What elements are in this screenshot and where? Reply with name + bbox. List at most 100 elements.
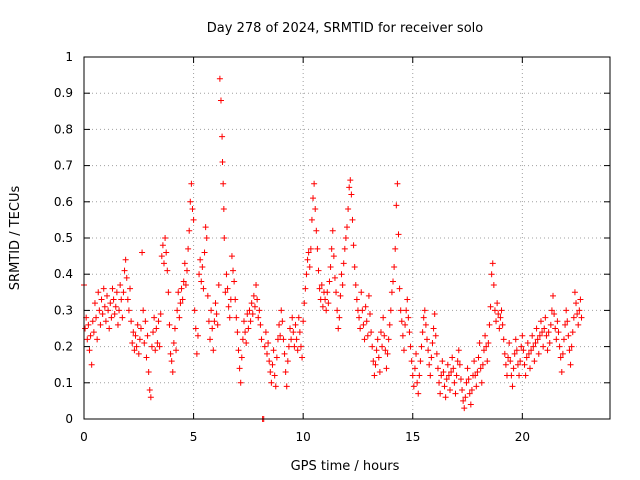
data-point xyxy=(118,296,125,303)
data-point xyxy=(456,361,463,368)
data-point xyxy=(245,325,252,332)
data-point xyxy=(185,245,192,252)
data-point xyxy=(562,321,569,328)
data-point xyxy=(331,274,338,281)
data-point xyxy=(370,358,377,365)
data-point xyxy=(340,260,347,267)
data-point xyxy=(495,311,502,318)
data-point xyxy=(547,321,554,328)
data-point xyxy=(351,263,358,270)
data-point xyxy=(127,285,134,292)
data-point xyxy=(536,332,543,339)
data-point xyxy=(302,285,309,292)
data-point xyxy=(447,387,454,394)
data-point xyxy=(281,350,288,357)
data-point xyxy=(99,311,106,318)
data-point xyxy=(220,180,227,187)
data-point xyxy=(568,343,575,350)
data-point xyxy=(167,350,174,357)
data-point xyxy=(543,332,550,339)
data-point xyxy=(489,260,496,267)
data-point xyxy=(434,365,441,372)
data-point xyxy=(433,350,440,357)
data-point xyxy=(109,285,116,292)
data-point xyxy=(112,303,119,310)
data-point xyxy=(377,329,384,336)
data-point xyxy=(267,368,274,375)
y-tick-label: 0.8 xyxy=(54,122,73,136)
data-point xyxy=(203,235,210,241)
chart-title: Day 278 of 2024, SRMTID for receiver sol… xyxy=(207,21,484,36)
data-point xyxy=(566,347,573,354)
data-point xyxy=(163,249,170,256)
data-point xyxy=(224,285,231,292)
data-point xyxy=(256,307,263,314)
data-point xyxy=(444,361,451,368)
data-point xyxy=(339,282,346,289)
data-point xyxy=(117,282,124,289)
data-point xyxy=(89,318,96,325)
data-point xyxy=(519,332,526,339)
data-point xyxy=(129,339,136,346)
data-point xyxy=(563,307,570,314)
y-tick-label: 0.2 xyxy=(54,340,73,354)
data-point xyxy=(403,307,410,314)
data-point xyxy=(437,390,444,397)
data-point xyxy=(292,321,299,328)
data-point xyxy=(338,271,345,278)
data-point xyxy=(122,256,129,263)
data-point xyxy=(261,343,268,350)
y-tick-label: 0.4 xyxy=(54,267,73,281)
data-point xyxy=(272,383,279,390)
data-point xyxy=(108,314,115,321)
data-point xyxy=(216,75,223,82)
data-point xyxy=(304,256,311,263)
data-point xyxy=(186,227,193,234)
data-point xyxy=(450,365,457,372)
data-point xyxy=(202,224,209,231)
data-point xyxy=(399,332,406,339)
data-point xyxy=(480,347,487,354)
data-point xyxy=(468,387,475,394)
data-point xyxy=(303,271,310,278)
data-point xyxy=(210,347,217,354)
data-point xyxy=(97,321,104,328)
data-point xyxy=(145,368,152,375)
data-point xyxy=(240,318,247,325)
data-point xyxy=(577,296,584,303)
data-point xyxy=(324,289,331,296)
data-point xyxy=(190,216,197,223)
data-point xyxy=(200,285,207,292)
data-point xyxy=(230,267,237,274)
data-point xyxy=(353,296,360,303)
data-point xyxy=(498,307,505,314)
data-point xyxy=(318,282,325,289)
data-point xyxy=(82,325,89,332)
data-point xyxy=(415,390,422,397)
data-point xyxy=(274,336,281,343)
data-point xyxy=(326,278,333,285)
data-point xyxy=(497,314,504,321)
data-point xyxy=(347,177,354,184)
data-point xyxy=(442,394,449,401)
data-point xyxy=(293,336,300,343)
data-point xyxy=(441,383,448,390)
data-point xyxy=(375,354,382,361)
data-point xyxy=(485,339,492,346)
data-point xyxy=(248,300,255,307)
data-point xyxy=(418,343,425,350)
data-point xyxy=(152,347,159,354)
data-point xyxy=(221,235,228,241)
data-point xyxy=(168,358,175,365)
data-point xyxy=(404,296,411,303)
data-point xyxy=(527,365,534,372)
data-point xyxy=(257,321,264,328)
data-point xyxy=(356,314,363,321)
data-point xyxy=(130,329,137,336)
data-point xyxy=(177,300,184,307)
data-point xyxy=(483,343,490,350)
data-point xyxy=(128,318,135,325)
y-axis-label: SRMTID / TECUs xyxy=(8,186,23,291)
data-point xyxy=(532,339,539,346)
data-point xyxy=(192,325,199,332)
